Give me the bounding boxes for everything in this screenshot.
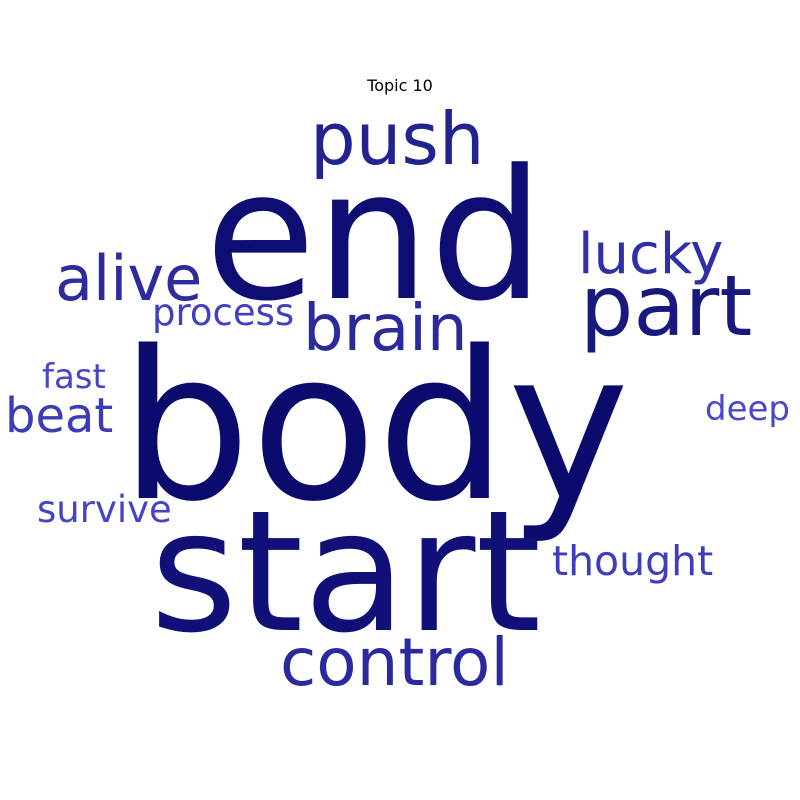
word-end: end	[205, 132, 544, 341]
word-beat: beat	[5, 388, 113, 444]
word-alive: alive	[55, 242, 202, 315]
word-part: part	[580, 257, 752, 355]
word-control: control	[280, 624, 509, 701]
word-thought: thought	[552, 537, 713, 585]
word-brain: brain	[303, 292, 468, 366]
word-process: process	[152, 291, 294, 334]
word-body: body	[120, 307, 629, 547]
word-push: push	[310, 97, 484, 181]
word-cloud-title: Topic 10	[367, 76, 433, 95]
word-lucky: lucky	[578, 222, 723, 287]
word-start: start	[150, 474, 541, 670]
word-survive: survive	[37, 488, 172, 531]
word-fast: fast	[42, 357, 106, 397]
word-deep: deep	[705, 389, 790, 429]
